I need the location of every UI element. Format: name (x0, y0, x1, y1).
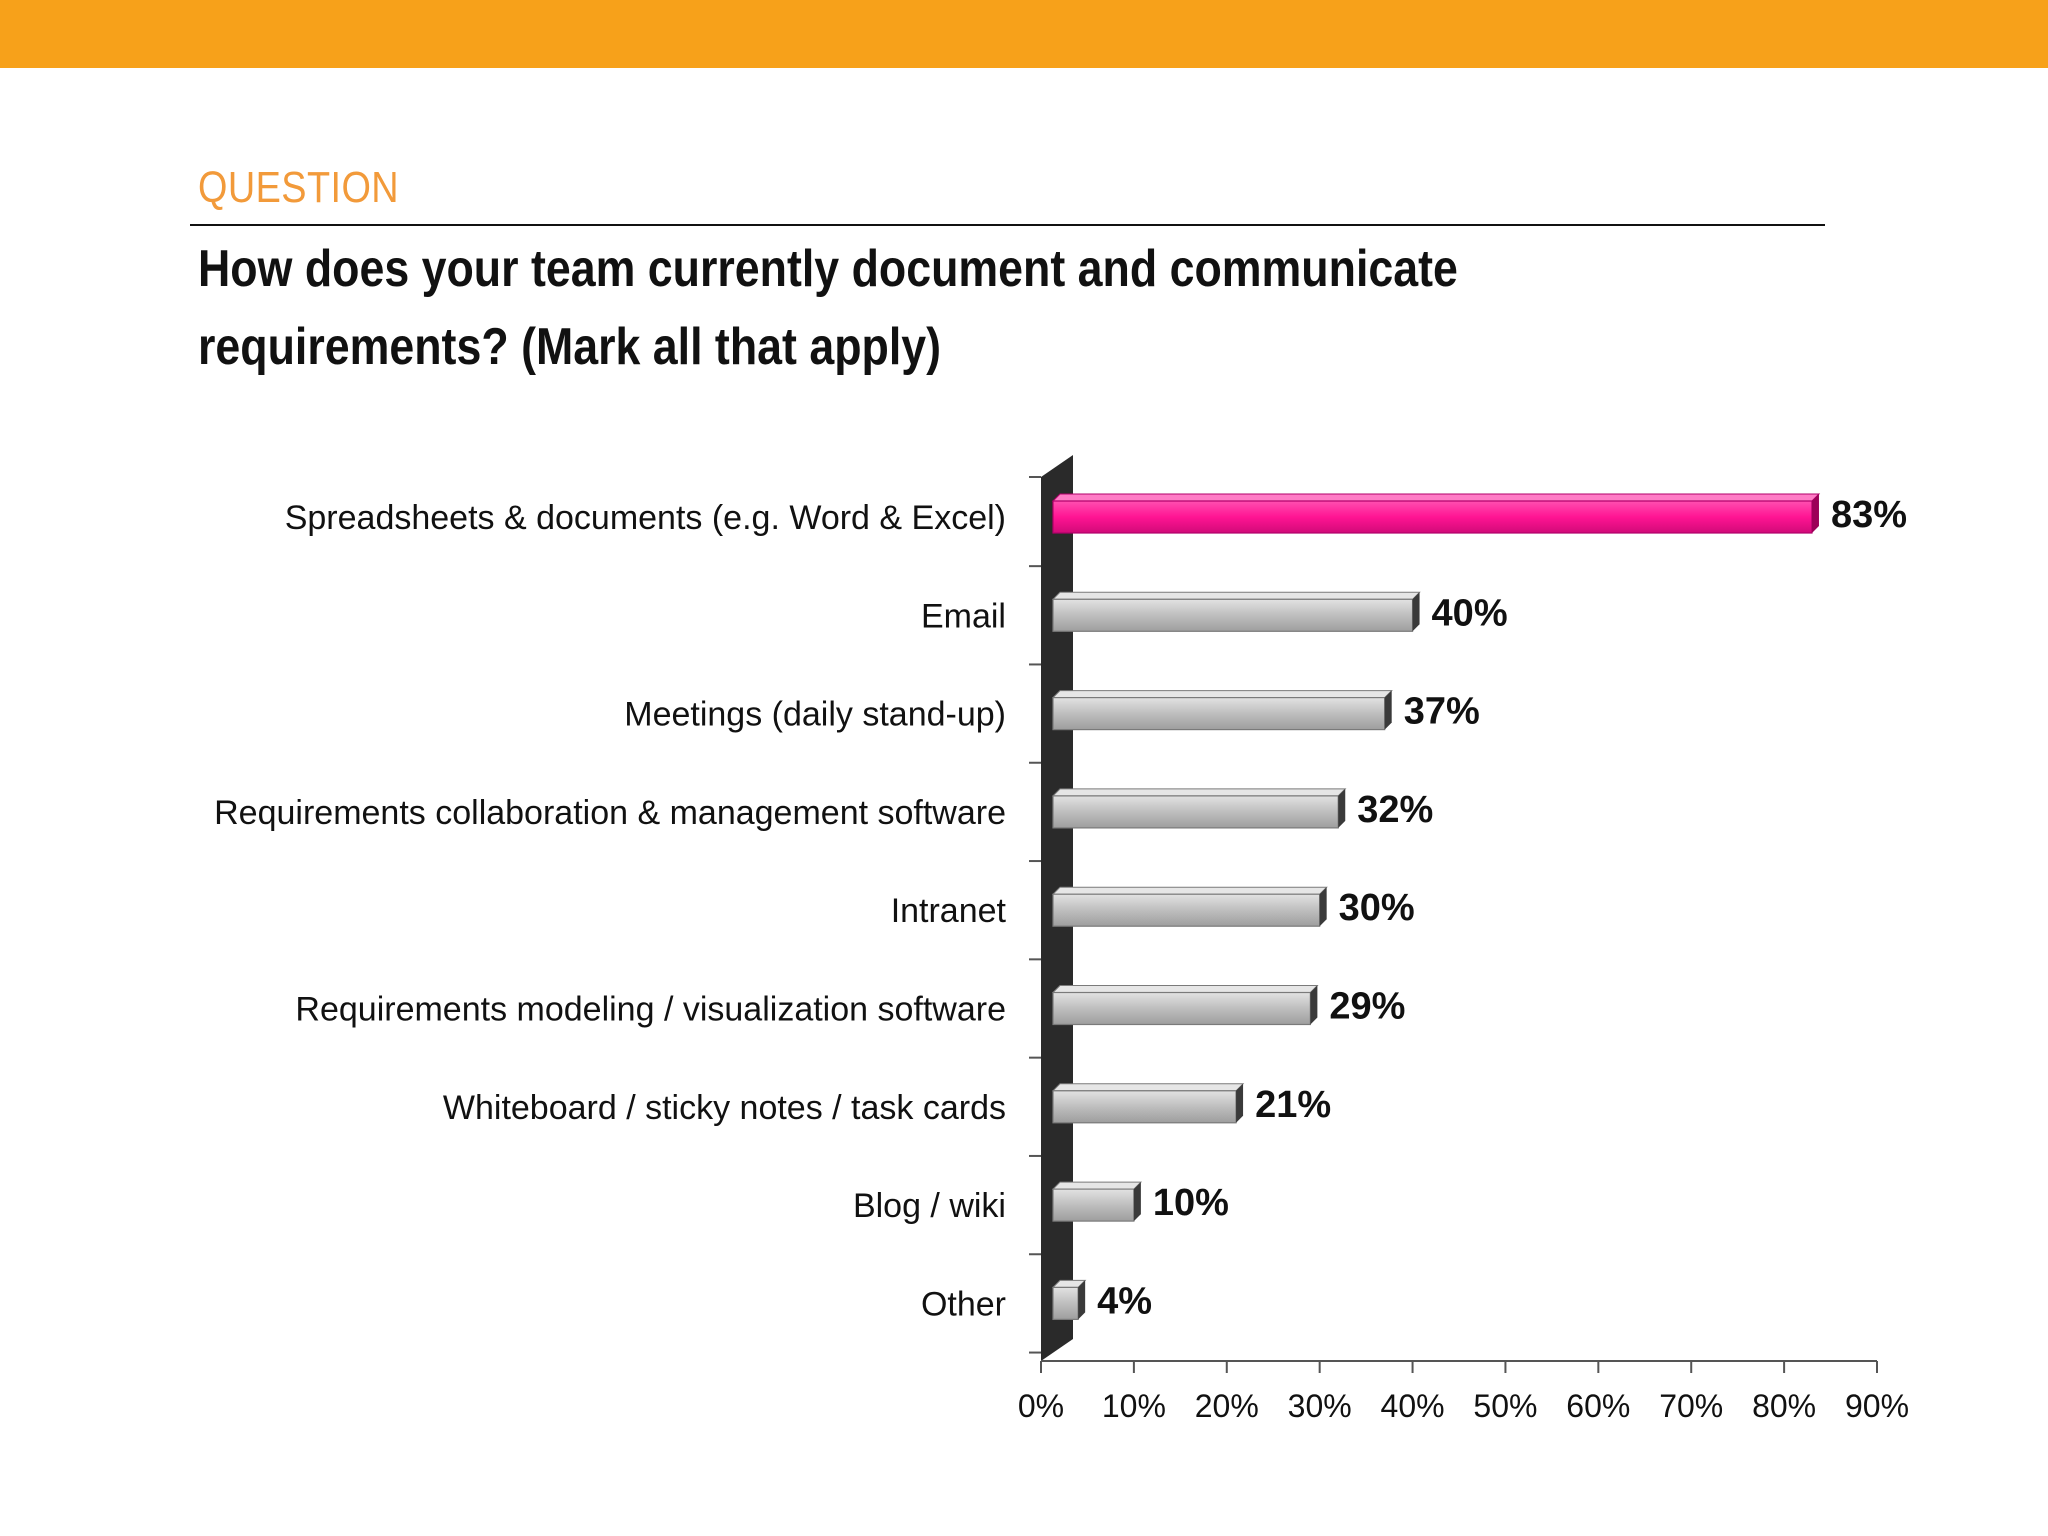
value-label: 29% (1329, 986, 1405, 1028)
category-label: Intranet (891, 892, 1007, 930)
labels-layer: 0% 10% 20% 30% 40% 50% 60% 70% 80% 90% Spreadsheet… (214, 494, 1909, 1424)
bar-top-face (1051, 886, 1328, 895)
bar-top-face (1051, 788, 1347, 797)
x-tick-label: 40% (1381, 1388, 1445, 1424)
header-divider (190, 224, 1825, 226)
category-label: Spreadsheets & documents (e.g. Word & Ex… (285, 499, 1006, 537)
x-tick-label: 90% (1845, 1388, 1909, 1424)
bars-layer (1051, 493, 1821, 1321)
bar-top-face (1051, 591, 1421, 600)
bar (1052, 1188, 1135, 1222)
question-label: QUESTION (198, 163, 400, 212)
bar-end-cap (1236, 1083, 1244, 1123)
x-tick-label: 10% (1102, 1388, 1166, 1424)
value-label: 30% (1339, 887, 1415, 929)
x-tick-label: 30% (1288, 1388, 1352, 1424)
value-label: 4% (1097, 1280, 1152, 1322)
x-tick-label: 60% (1566, 1388, 1630, 1424)
bar-top-face (1051, 1083, 1245, 1092)
bar (1052, 893, 1321, 927)
bar-end-cap (1384, 690, 1392, 730)
value-label: 37% (1404, 691, 1480, 733)
bar (1052, 696, 1386, 731)
bar-top-face (1051, 985, 1319, 993)
category-label: Whiteboard / sticky notes / task cards (443, 1089, 1006, 1127)
value-label: 83% (1831, 494, 1907, 536)
bar (1052, 991, 1311, 1026)
value-label: 10% (1153, 1182, 1229, 1224)
bar (1052, 598, 1414, 632)
bar-top-face (1051, 1181, 1143, 1190)
bar (1052, 1286, 1079, 1321)
x-tick-label: 0% (1018, 1388, 1064, 1424)
question-title: How does your team currently document an… (198, 240, 1458, 376)
bar-end-cap (1338, 788, 1346, 828)
bar-end-cap (1412, 592, 1420, 632)
bar (1052, 500, 1813, 534)
category-label: Blog / wiki (853, 1187, 1006, 1225)
bar-end-cap (1078, 1280, 1086, 1320)
category-label: Other (921, 1285, 1006, 1323)
top-accent-bar (0, 0, 2048, 68)
x-tick-label: 20% (1195, 1388, 1259, 1424)
bar-top-face (1051, 690, 1393, 699)
x-tick-label: 50% (1473, 1388, 1537, 1424)
bar (1052, 795, 1339, 829)
x-tick-label: 80% (1752, 1388, 1816, 1424)
category-label: Meetings (daily stand-up) (624, 696, 1006, 734)
bar-top-face (1051, 493, 1821, 502)
bar-end-cap (1310, 985, 1318, 1025)
category-label: Requirements modeling / visualization so… (295, 991, 1006, 1029)
bar-end-cap (1811, 494, 1819, 533)
category-label: Email (921, 597, 1006, 635)
x-tick-label: 70% (1659, 1388, 1723, 1424)
bar-end-cap (1319, 887, 1327, 927)
value-label: 40% (1432, 592, 1508, 634)
bar (1052, 1090, 1237, 1124)
value-label: 32% (1357, 789, 1433, 831)
bar-end-cap (1133, 1182, 1141, 1222)
category-label: Requirements collaboration & management … (214, 794, 1006, 832)
value-label: 21% (1255, 1084, 1331, 1126)
